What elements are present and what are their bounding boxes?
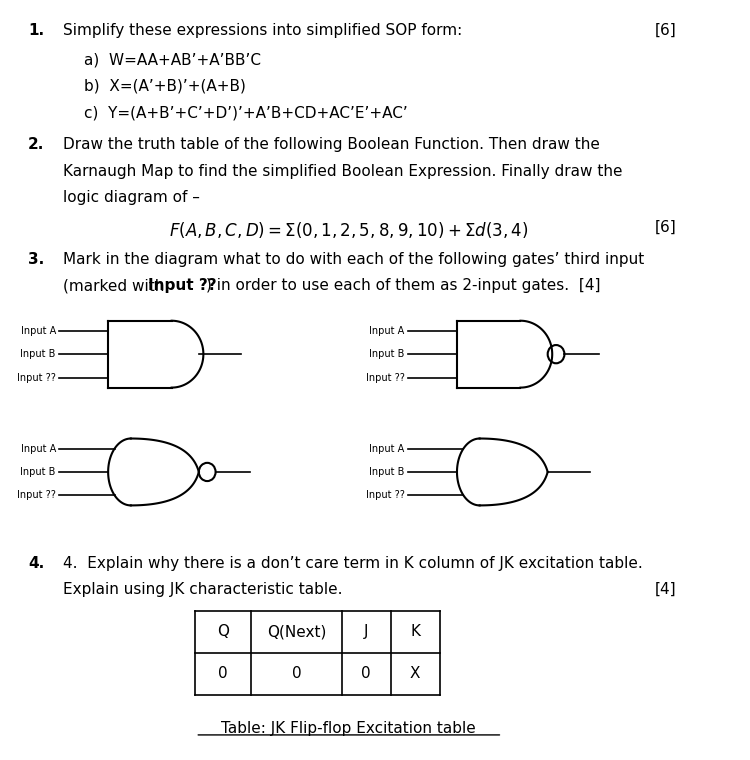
- Text: Input A: Input A: [20, 326, 56, 336]
- Circle shape: [199, 463, 215, 481]
- Text: Q(Next): Q(Next): [267, 625, 326, 639]
- Text: Input ??: Input ??: [366, 372, 405, 382]
- Text: (marked with: (marked with: [63, 278, 169, 293]
- Text: Draw the truth table of the following Boolean Function. Then draw the: Draw the truth table of the following Bo…: [63, 138, 600, 152]
- Text: Input A: Input A: [370, 326, 405, 336]
- Text: 4.: 4.: [28, 556, 44, 571]
- Text: Karnaugh Map to find the simplified Boolean Expression. Finally draw the: Karnaugh Map to find the simplified Bool…: [63, 164, 622, 179]
- Text: [6]: [6]: [655, 220, 676, 235]
- Text: Input B: Input B: [20, 467, 56, 477]
- Text: c)  Y=(A+B’+C’+D’)’+A’B+CD+AC’E’+AC’: c) Y=(A+B’+C’+D’)’+A’B+CD+AC’E’+AC’: [84, 106, 407, 120]
- Text: X: X: [410, 667, 420, 681]
- Text: 0: 0: [218, 667, 228, 681]
- Text: Simplify these expressions into simplified SOP form:: Simplify these expressions into simplifi…: [63, 23, 462, 38]
- Text: J: J: [364, 625, 368, 639]
- Text: Table: JK Flip-flop Excitation table: Table: JK Flip-flop Excitation table: [221, 721, 476, 736]
- Text: b)  X=(A’+B)’+(A+B): b) X=(A’+B)’+(A+B): [84, 79, 245, 93]
- Text: Input A: Input A: [370, 444, 405, 454]
- Text: 1.: 1.: [28, 23, 44, 38]
- Text: a)  W=AA+AB’+A’BB’C: a) W=AA+AB’+A’BB’C: [84, 52, 261, 67]
- Text: [4]: [4]: [656, 582, 676, 597]
- Text: Input A: Input A: [20, 444, 56, 454]
- Text: logic diagram of –: logic diagram of –: [63, 191, 200, 205]
- Text: Explain using JK characteristic table.: Explain using JK characteristic table.: [63, 582, 342, 597]
- Text: 0: 0: [292, 667, 302, 681]
- Text: Input ??: Input ??: [366, 490, 405, 500]
- Text: 3.: 3.: [28, 252, 44, 267]
- Text: Mark in the diagram what to do with each of the following gates’ third input: Mark in the diagram what to do with each…: [63, 252, 644, 267]
- Circle shape: [548, 345, 565, 363]
- Text: 4.  Explain why there is a don’t care term in K column of JK excitation table.: 4. Explain why there is a don’t care ter…: [63, 556, 643, 571]
- Text: 0: 0: [362, 667, 371, 681]
- Text: 2.: 2.: [28, 138, 44, 152]
- Text: Input B: Input B: [369, 349, 405, 359]
- Text: $F(A,B,C,D)=\Sigma(0,1,2,5,8,9,10)+\Sigma d(3,4)$: $F(A,B,C,D)=\Sigma(0,1,2,5,8,9,10)+\Sigm…: [169, 220, 529, 239]
- Text: Input B: Input B: [20, 349, 56, 359]
- Text: ) in order to use each of them as 2-input gates.  [4]: ) in order to use each of them as 2-inpu…: [206, 278, 600, 293]
- Text: [6]: [6]: [655, 23, 676, 38]
- Text: Input ??: Input ??: [17, 372, 56, 382]
- Text: Q: Q: [217, 625, 229, 639]
- Text: Input ??: Input ??: [148, 278, 217, 293]
- Text: Input ??: Input ??: [17, 490, 56, 500]
- Text: Input B: Input B: [369, 467, 405, 477]
- Text: K: K: [410, 625, 420, 639]
